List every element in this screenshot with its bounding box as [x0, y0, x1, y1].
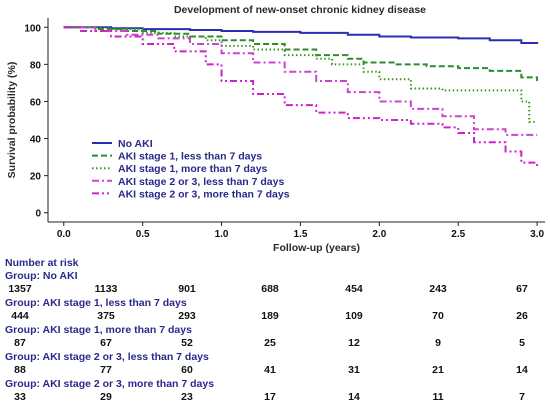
legend-label-3: AKI stage 1, more than 7 days	[118, 163, 268, 175]
x-tick-label: 1.5	[293, 229, 307, 240]
km-curve-series-1	[63, 26, 539, 45]
y-axis-label: Survival probability (%)	[6, 62, 18, 179]
x-tick-label: 0.5	[136, 229, 150, 240]
y-tick-label: 80	[30, 60, 42, 71]
x-tick-label: 0.0	[57, 229, 71, 240]
legend-label-5: AKI stage 2 or 3, more than 7 days	[118, 188, 290, 200]
legend-label-4: AKI stage 2 or 3, less than 7 days	[118, 176, 284, 188]
legend-label-1: No AKI	[118, 138, 153, 150]
y-tick-label: 20	[30, 172, 42, 183]
x-tick-label: 3.0	[530, 229, 544, 240]
y-tick-label: 100	[24, 23, 41, 34]
km-curve-series-3	[63, 26, 538, 123]
x-tick-label: 1.0	[215, 229, 229, 240]
legend-label-2: AKI stage 1, less than 7 days	[118, 151, 262, 163]
km-curve-series-5	[63, 26, 539, 167]
x-tick-label: 2.5	[451, 229, 465, 240]
x-tick-label: 2.0	[372, 229, 386, 240]
y-tick-label: 40	[30, 135, 42, 146]
km-curve-series-4	[63, 26, 538, 136]
y-tick-label: 0	[35, 209, 41, 220]
chart-title: Development of new-onset chronic kidney …	[174, 4, 426, 16]
y-tick-label: 60	[30, 97, 42, 108]
x-axis-label: Follow-up (years)	[273, 242, 360, 254]
